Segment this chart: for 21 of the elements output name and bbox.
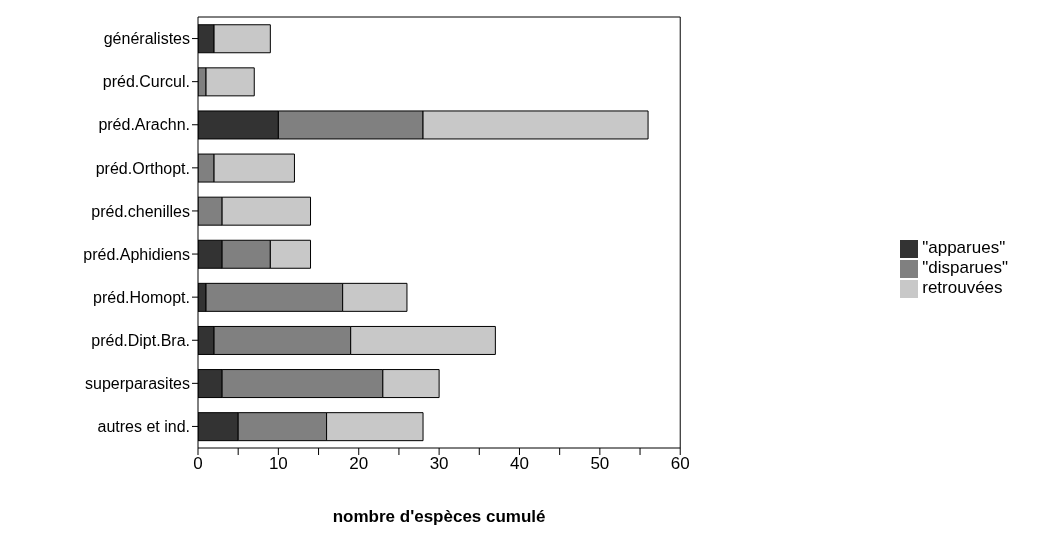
y-tick-label: préd.Orthopt. xyxy=(95,159,190,177)
legend-label: retrouvées xyxy=(922,278,1003,297)
legend-label: "disparues" xyxy=(922,258,1008,277)
x-tick-label: 20 xyxy=(349,454,369,474)
y-tick-label: superparasites xyxy=(85,375,190,393)
x-tick-label: 40 xyxy=(510,454,529,474)
x-tick-label: 50 xyxy=(590,454,610,474)
y-tick-label: préd.Aphidiens xyxy=(83,245,190,263)
x-tick-label: 30 xyxy=(429,454,449,474)
x-axis-title: nombre d'espèces cumulé xyxy=(332,507,546,527)
y-tick-label: préd.Homopt. xyxy=(93,288,190,306)
x-tick-label: 60 xyxy=(670,454,690,474)
y-tick-label: généralistes xyxy=(103,30,190,48)
y-tick-label: préd.Arachn. xyxy=(98,116,190,134)
y-tick-label: préd.Curcul. xyxy=(102,73,190,91)
x-tick-label: 10 xyxy=(268,454,288,474)
legend-label: "apparues" xyxy=(922,238,1006,257)
x-tick-label: 0 xyxy=(193,454,203,474)
y-tick-label: préd.Dipt.Bra. xyxy=(91,331,190,349)
y-tick-label: autres et ind. xyxy=(97,418,190,436)
y-tick-label: préd.chenilles xyxy=(91,202,190,220)
